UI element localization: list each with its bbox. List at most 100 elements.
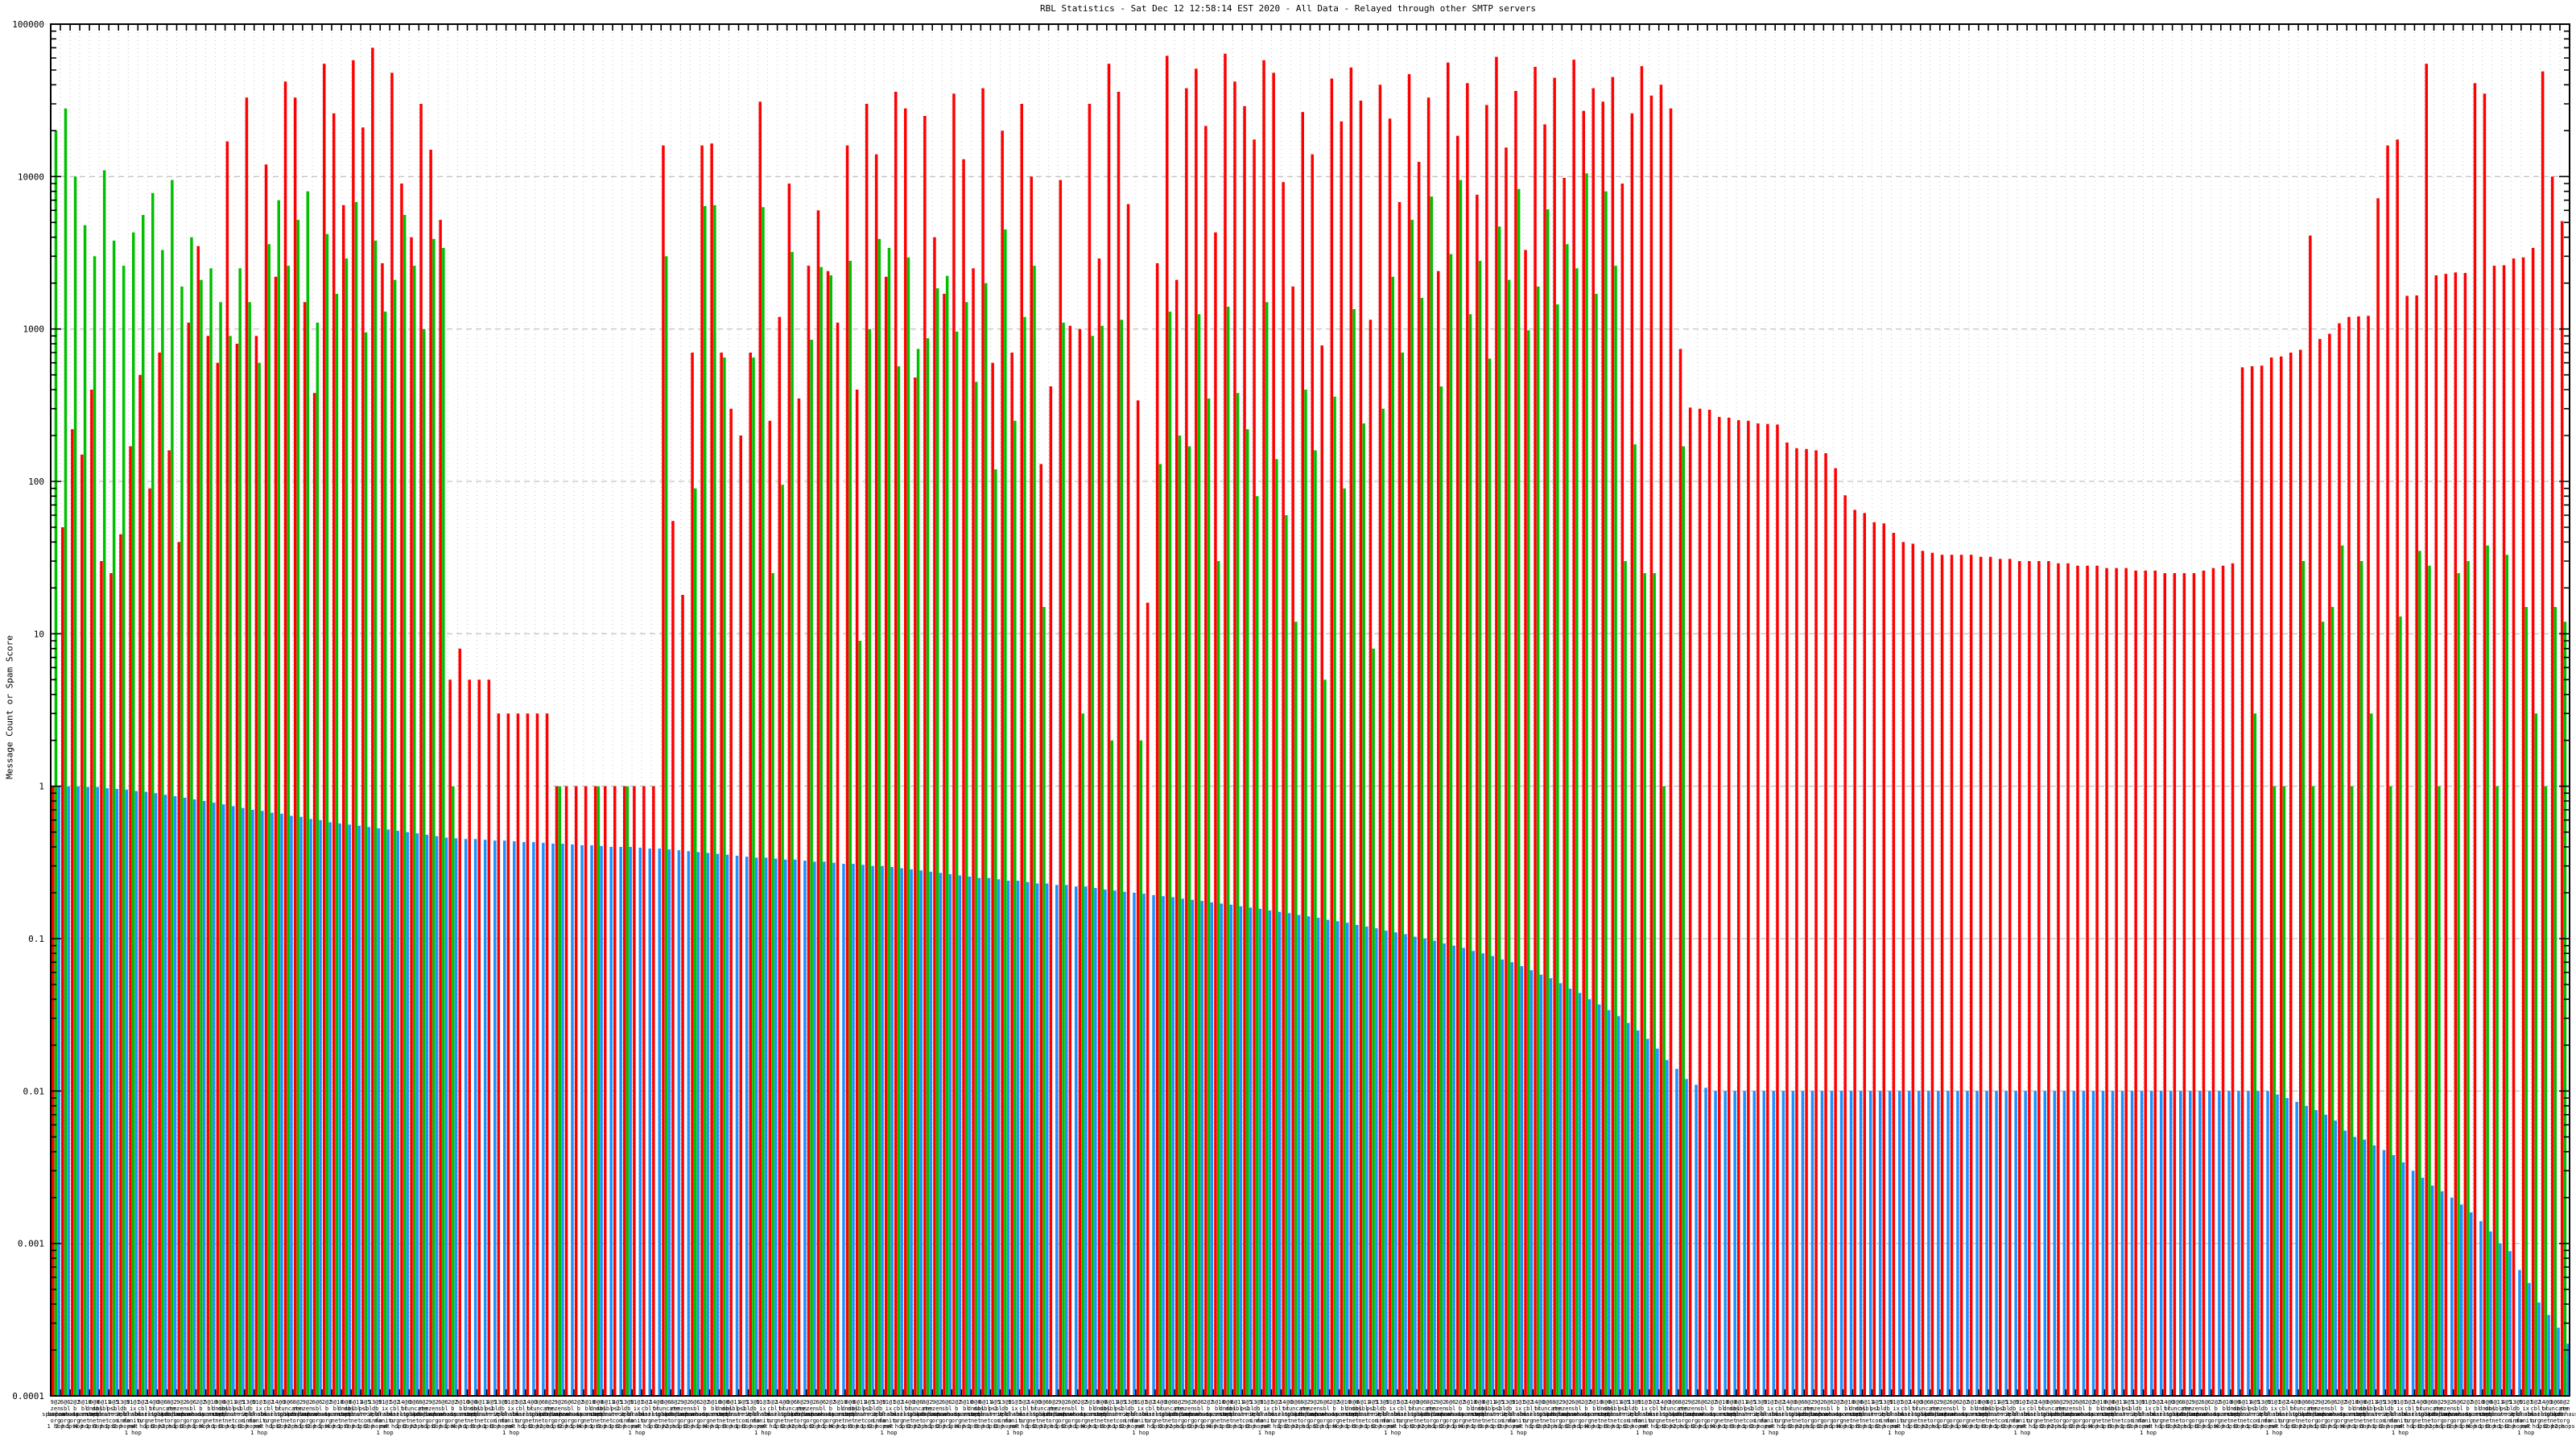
x-tick-label: 8@2 zen spamhaus org 2 hops [1543, 1399, 1571, 1430]
x-tick-label: 6@11 dnsbl-1 uceprotect net 3 hops [339, 1399, 374, 1430]
bar-spam [132, 232, 135, 1397]
bar-spam [1527, 330, 1530, 1396]
bar-score-0-1- [1627, 1022, 1630, 1396]
bar-score-0-1- [309, 819, 312, 1396]
bar-score-0-1- [483, 840, 487, 1396]
x-tick-label: 13@9 db wpbl info 2 hops [2002, 1399, 2023, 1430]
bar-score-0-1- [173, 796, 177, 1396]
bar-spam [1566, 244, 1569, 1396]
bar-not-spam [943, 294, 946, 1396]
bar-spam [994, 469, 997, 1396]
bar-not-spam [787, 184, 791, 1396]
bar-spam [558, 786, 561, 1396]
x-tick-label: 2@2 b barracudacentral org 1 hop [929, 1399, 984, 1430]
x-tick-label: 6@6 sbl spamhaus org 2 hops [1689, 1399, 1716, 1430]
bar-spam [151, 192, 155, 1396]
x-tick-label: 9@2 zen spamhaus org 1 hop [167, 1399, 196, 1430]
bar-score-0-1- [910, 869, 913, 1396]
x-tick-label: 0@0 dnsbl sorbs net 1 hop [1471, 1399, 1488, 1430]
x-tick-label: 0@0 dnsbl sorbs net 1 hop [967, 1399, 985, 1430]
bar-score-0-1- [1452, 945, 1455, 1396]
x-tick-label: 5@10 bl spamcop net 4 hops [1962, 1399, 1986, 1430]
bar-score-0-1- [1055, 885, 1059, 1396]
bar-score-0-1- [2179, 1091, 2182, 1396]
bar-not-spam [962, 159, 965, 1396]
bar-not-spam [778, 316, 782, 1397]
bar-score-0-1- [2237, 1091, 2240, 1396]
bar-not-spam [2260, 365, 2264, 1397]
bar-score-0-1- [1666, 1059, 1669, 1396]
bar-spam [1391, 276, 1394, 1396]
bar-spam [209, 268, 213, 1396]
x-tick-label: 14@0 bl mailspike net 1 hop [2026, 1399, 2058, 1430]
bar-spam [1537, 286, 1540, 1396]
bar-not-spam [2269, 357, 2273, 1397]
x-tick-label: 5@2 cbl abuseat org 4 hops [1641, 1399, 1666, 1430]
bar-not-spam [555, 786, 559, 1396]
bar-not-spam [904, 108, 907, 1397]
bar-not-spam [245, 97, 249, 1397]
bar-not-spam [1582, 110, 1585, 1397]
bar-score-0-1- [2101, 1091, 2105, 1396]
bar-score-0-1- [503, 840, 506, 1396]
x-tick-label: 6@6 sbl spamhaus org 2 hops [177, 1399, 205, 1430]
bar-not-spam [1620, 184, 1624, 1396]
bar-score-0-1- [871, 865, 874, 1396]
x-tick-label: 5@2 cbl abuseat org 4 hops [2524, 1399, 2548, 1430]
bar-spam [413, 266, 416, 1397]
x-tick-label: 4@5 psbl surriel com 1 hop [2243, 1399, 2267, 1430]
bar-not-spam [1397, 202, 1402, 1396]
axis-ticks [51, 23, 2570, 1397]
x-tick-label: 2@2 b barracudacentral org 1 hop [551, 1399, 606, 1430]
x-tick-label: 0@0 dnsbl sorbs net 1 hop [2352, 1399, 2370, 1430]
bar-spam [1362, 423, 1365, 1396]
bar-not-spam [206, 336, 210, 1396]
x-tick-label: 14@0 bl mailspike net 1 hop [389, 1399, 420, 1430]
x-tick-label: 14@0 bl mailspike net 1 hop [514, 1399, 546, 1430]
bar-not-spam [574, 786, 578, 1396]
x-tick-label: 5@2 cbl abuseat org 4 hops [634, 1399, 658, 1430]
x-tick-label: 3@6 truncate gbudb net 2 hops [1911, 1399, 1939, 1430]
bar-score-0-1- [813, 861, 816, 1396]
bar-score-0-1- [1210, 902, 1213, 1396]
x-tick-label: 11@1 ix dnsbl manitu net 1 hop [1382, 1399, 1403, 1436]
bar-spam [829, 275, 832, 1396]
x-tick-label: 5@10 bl spamcop net 4 hops [2465, 1399, 2490, 1430]
y-tick-label: 0.01 [23, 1086, 45, 1096]
bar-spam [83, 225, 87, 1397]
bar-not-spam [836, 322, 840, 1396]
bar-not-spam [1524, 250, 1527, 1396]
bar-score-0-1- [958, 875, 962, 1396]
bar-score-0-1- [1006, 881, 1010, 1396]
bar-not-spam [1737, 420, 1740, 1396]
bar-not-spam [2173, 573, 2177, 1396]
bar-spam [364, 332, 368, 1396]
bar-not-spam [1001, 130, 1004, 1396]
x-tick-label: 5@2 cbl abuseat org 4 hops [130, 1399, 155, 1430]
x-tick-label: 3@6 truncate gbudb net 2 hops [1408, 1399, 1435, 1430]
x-tick-label: 11@1 ix dnsbl manitu net 1 hop [122, 1399, 143, 1436]
x-tick-label: 11@1 ix dnsbl manitu net 1 hop [2012, 1399, 2033, 1436]
bar-spam [1333, 396, 1336, 1397]
bar-not-spam [2028, 561, 2031, 1396]
bar-score-0-1- [648, 848, 651, 1396]
bar-score-0-1- [522, 842, 526, 1396]
x-tick-label: 3@6 truncate gbudb net 2 hops [1156, 1399, 1183, 1430]
bar-not-spam [225, 141, 229, 1397]
bar-score-0-1- [1385, 931, 1388, 1396]
bar-not-spam [1688, 407, 1692, 1396]
bar-score-0-1- [2024, 1091, 2027, 1396]
bar-score-0-1- [1946, 1091, 1950, 1396]
x-tick-label: 3@6 truncate gbudb net 2 hops [2037, 1399, 2065, 1430]
bar-spam [1042, 607, 1046, 1396]
x-tick-label: 4@5 psbl surriel com 1 hop [2116, 1399, 2141, 1430]
x-tick-label: 5@10 bl spamcop net 4 hops [828, 1399, 852, 1430]
bar-not-spam [535, 713, 539, 1396]
bar-not-spam [2309, 235, 2312, 1397]
x-tick-label: 11@1 ix dnsbl manitu net 1 hop [2389, 1399, 2411, 1436]
bar-not-spam [1757, 423, 1760, 1396]
x-tick-label: 0@0 dnsbl sorbs net 1 hop [1975, 1399, 1992, 1430]
bar-score-0-1- [1152, 894, 1155, 1396]
x-tick-label: 4@5 psbl surriel com 1 hop [857, 1399, 881, 1430]
bar-not-spam [2561, 221, 2564, 1397]
